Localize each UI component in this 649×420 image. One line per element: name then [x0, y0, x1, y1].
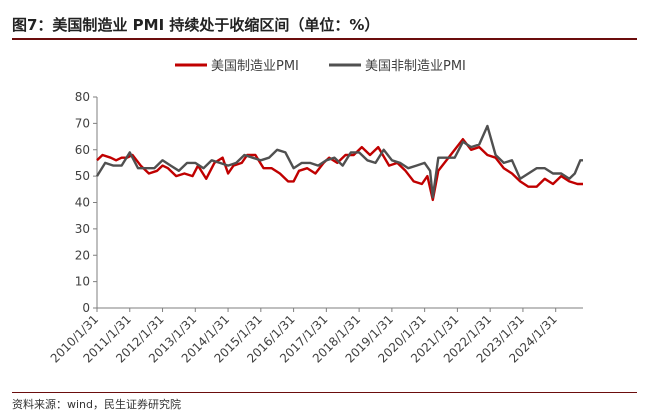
y-tick-label: 30 [75, 222, 90, 236]
title-rule [12, 38, 637, 40]
y-tick-label: 80 [75, 90, 90, 104]
y-tick-label: 40 [75, 196, 90, 210]
legend-label: 美国非制造业PMI [365, 59, 466, 74]
y-tick-label: 10 [75, 275, 90, 289]
x-axis: 2010/1/312011/1/312012/1/312013/1/312014… [48, 307, 583, 366]
chart-legend: 美国制造业PMI 美国非制造业PMI [175, 59, 466, 74]
y-axis: 0 10 20 30 40 50 60 70 80 [75, 90, 98, 315]
series-line-non-manufacturing [95, 124, 583, 199]
pmi-line-chart: 美国制造业PMI 美国非制造业PMI 0 10 20 30 40 50 60 70 80 2010… [48, 59, 583, 366]
series-line-manufacturing [96, 138, 583, 202]
source-note: 资料来源：wind，民生证券研究院 [12, 398, 182, 411]
y-tick-label: 0 [82, 301, 90, 315]
source-rule [12, 392, 637, 393]
y-tick-label: 70 [75, 116, 90, 130]
y-tick-label: 60 [75, 143, 90, 157]
legend-item-non-manufacturing: 美国非制造业PMI [329, 59, 466, 74]
legend-item-manufacturing: 美国制造业PMI [175, 59, 299, 74]
legend-label: 美国制造业PMI [211, 59, 299, 74]
y-tick-label: 20 [75, 248, 90, 262]
chart-title: 图7：美国制造业 PMI 持续处于收缩区间（单位：%） [12, 16, 380, 34]
y-tick-label: 50 [75, 169, 90, 183]
series-lines [95, 124, 583, 202]
